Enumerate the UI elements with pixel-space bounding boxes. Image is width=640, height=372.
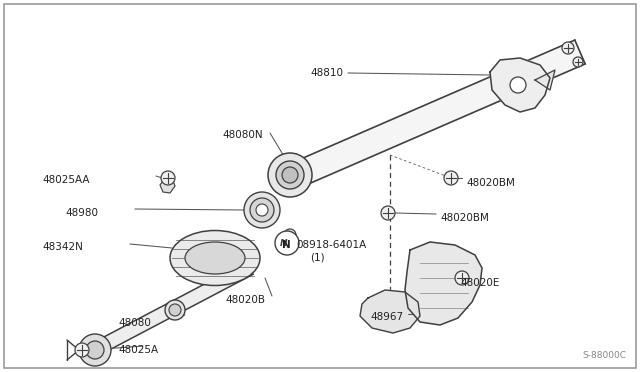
Circle shape	[562, 42, 574, 54]
Circle shape	[169, 304, 181, 316]
Text: N: N	[280, 240, 288, 248]
Text: 48980: 48980	[65, 208, 98, 218]
Circle shape	[282, 167, 298, 183]
Circle shape	[250, 198, 274, 222]
Text: 48020E: 48020E	[460, 278, 499, 288]
Circle shape	[86, 341, 104, 359]
Circle shape	[244, 192, 280, 228]
Text: 48967: 48967	[370, 312, 403, 322]
Text: 48025AA: 48025AA	[42, 175, 90, 185]
Circle shape	[276, 161, 304, 189]
Ellipse shape	[170, 231, 260, 285]
Circle shape	[75, 343, 89, 357]
Circle shape	[381, 206, 395, 220]
Circle shape	[165, 300, 185, 320]
Circle shape	[256, 204, 268, 216]
Text: N: N	[282, 240, 291, 250]
Text: 48810: 48810	[310, 68, 343, 78]
Ellipse shape	[185, 242, 245, 274]
Circle shape	[79, 334, 111, 366]
Circle shape	[161, 171, 175, 185]
Text: 08918-6401A: 08918-6401A	[296, 240, 366, 250]
Polygon shape	[160, 178, 175, 193]
Text: (1): (1)	[310, 253, 324, 263]
Text: 48025A: 48025A	[118, 345, 158, 355]
Text: 48080: 48080	[118, 318, 151, 328]
Text: 48080N: 48080N	[222, 130, 262, 140]
Circle shape	[444, 171, 458, 185]
Polygon shape	[360, 290, 420, 333]
Text: S-88000C: S-88000C	[582, 351, 626, 360]
Circle shape	[268, 153, 312, 197]
Text: 48020BM: 48020BM	[466, 178, 515, 188]
Polygon shape	[490, 58, 550, 112]
Polygon shape	[280, 40, 585, 192]
Circle shape	[510, 77, 526, 93]
Circle shape	[455, 271, 469, 285]
Text: 48020B: 48020B	[225, 295, 265, 305]
Circle shape	[275, 231, 299, 255]
Text: 48342N: 48342N	[42, 242, 83, 252]
Circle shape	[284, 229, 296, 241]
Text: 48020BM: 48020BM	[440, 213, 489, 223]
Polygon shape	[535, 70, 555, 90]
Polygon shape	[95, 262, 253, 354]
Polygon shape	[405, 242, 482, 325]
Circle shape	[573, 57, 583, 67]
